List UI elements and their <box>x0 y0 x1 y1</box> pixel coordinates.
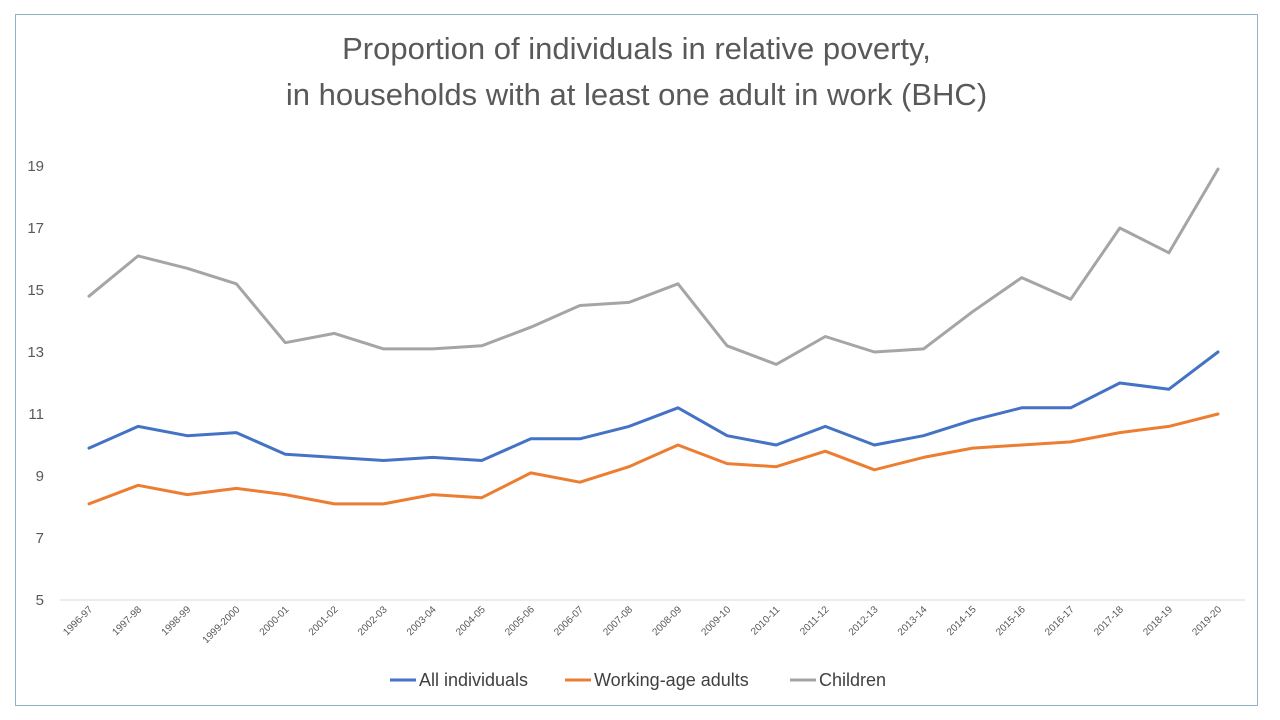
y-tick-label: 5 <box>36 592 44 609</box>
x-tick-label: 2006-07 <box>552 604 586 638</box>
legend: All individuals Working-age adults Childre… <box>390 670 886 690</box>
x-tick-label: 2005-06 <box>503 604 537 638</box>
x-tick-label: 2015-16 <box>994 604 1028 638</box>
y-axis-ticks: 5 7 9 11 13 15 17 19 <box>27 158 44 609</box>
x-tick-label: 2019-20 <box>1190 604 1224 638</box>
x-tick-label: 2002-03 <box>356 604 390 638</box>
x-tick-label: 2011-12 <box>798 604 832 638</box>
x-tick-label: 2008-09 <box>650 604 684 638</box>
x-tick-label: 2016-17 <box>1043 604 1077 638</box>
x-tick-label: 2018-19 <box>1141 604 1175 638</box>
x-tick-label: 2013-14 <box>896 604 930 638</box>
chart-title: Proportion of individuals in relative po… <box>15 26 1258 118</box>
x-tick-label: 1996-97 <box>61 604 95 638</box>
x-tick-label: 1998-99 <box>160 604 194 638</box>
series-line-children <box>87 167 1220 366</box>
y-tick-label: 11 <box>28 406 44 423</box>
x-tick-label: 2003-04 <box>405 604 439 638</box>
y-tick-label: 13 <box>27 344 44 361</box>
y-tick-label: 7 <box>36 530 44 547</box>
chart-frame <box>15 14 1258 706</box>
series-lines <box>87 167 1220 506</box>
x-tick-label: 2017-18 <box>1092 604 1126 638</box>
legend-label: Working-age adults <box>594 670 749 690</box>
y-tick-label: 17 <box>27 220 44 237</box>
legend-label: Children <box>819 670 886 690</box>
x-axis-ticks: 1996-97 1997-98 1998-99 1999-2000 2000-01 200… <box>61 604 1224 646</box>
x-tick-label: 2012-13 <box>847 604 881 638</box>
y-tick-label: 15 <box>27 282 44 299</box>
x-tick-label: 2014-15 <box>945 604 979 638</box>
x-tick-label: 2010-11 <box>749 604 783 638</box>
x-tick-label: 2001-02 <box>307 604 341 638</box>
y-tick-label: 9 <box>36 468 44 485</box>
x-tick-label: 1999-2000 <box>201 604 243 646</box>
x-tick-label: 2007-08 <box>601 604 635 638</box>
legend-label: All individuals <box>419 670 528 690</box>
x-tick-label: 2000-01 <box>258 604 292 638</box>
x-tick-label: 2004-05 <box>454 604 488 638</box>
chart-title-line2: in households with at least one adult in… <box>285 77 988 112</box>
y-tick-label: 19 <box>27 158 44 175</box>
series-line-all-individuals <box>87 350 1220 462</box>
series-line-working-age-adults <box>87 412 1220 506</box>
chart-title-line1: Proportion of individuals in relative po… <box>342 31 931 66</box>
x-tick-label: 2009-10 <box>700 604 734 638</box>
x-tick-label: 1997-98 <box>110 604 144 638</box>
